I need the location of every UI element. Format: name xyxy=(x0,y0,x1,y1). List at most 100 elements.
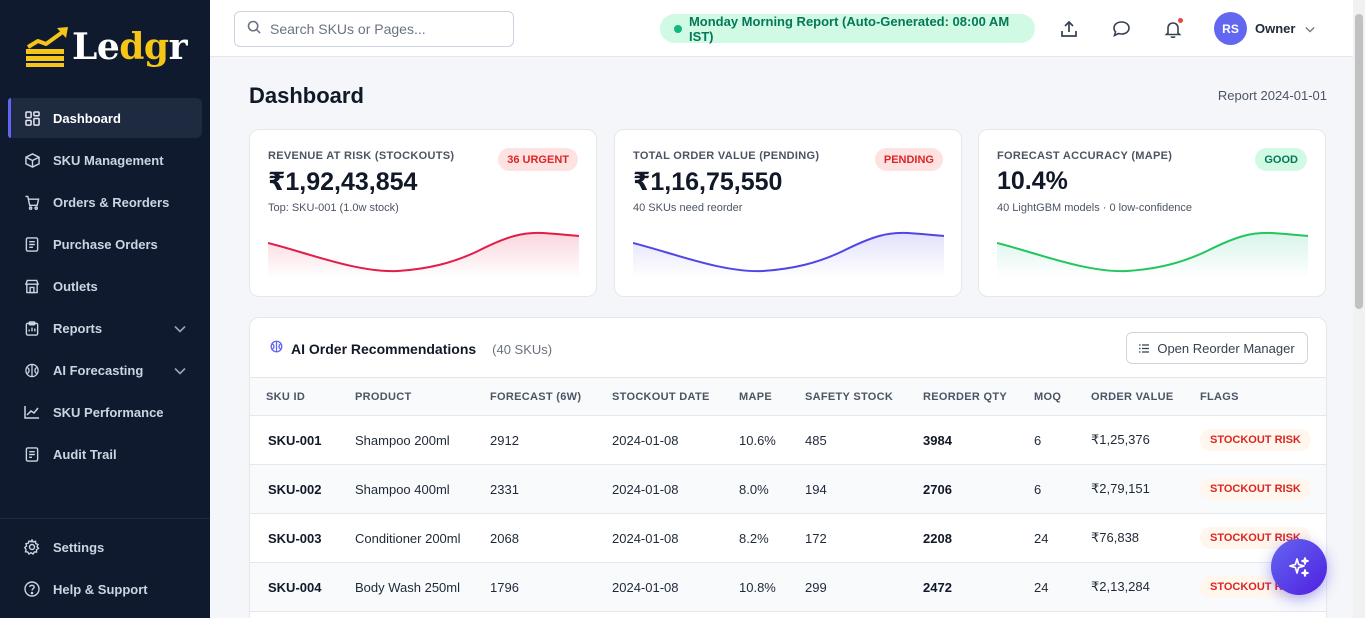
sparkline-line xyxy=(997,231,1308,273)
stockout-date: 2024-01-08 xyxy=(612,530,679,546)
sidebar-item-label: SKU Management xyxy=(53,152,164,168)
chat-button[interactable] xyxy=(1110,18,1132,40)
ai-assistant-button[interactable] xyxy=(1271,539,1327,595)
kpi-label: TOTAL ORDER VALUE (PENDING) xyxy=(633,150,820,162)
trend-icon xyxy=(24,404,40,420)
sidebar-item-reports[interactable]: Reports xyxy=(8,308,202,348)
table-row[interactable]: SKU-001 Shampoo 200ml 2912 2024-01-08 10… xyxy=(250,416,1326,465)
forecast-value: 2912 xyxy=(490,432,519,448)
sku-id: SKU-001 xyxy=(268,432,322,448)
product-name: Conditioner 200ml xyxy=(355,530,461,546)
sidebar-item-purchase-orders[interactable]: Purchase Orders xyxy=(8,224,202,264)
sidebar-item-settings[interactable]: Settings xyxy=(8,527,202,567)
ai-brain-icon xyxy=(270,340,283,358)
kpi-card-forecast-accuracy: FORECAST ACCURACY (MAPE) GOOD 10.4% 40 L… xyxy=(978,129,1326,297)
table-row[interactable]: SKU-002 Shampoo 400ml 2331 2024-01-08 8.… xyxy=(250,464,1326,514)
product-name: Body Wash 250ml xyxy=(355,579,461,595)
column-header[interactable]: SKU ID xyxy=(266,390,306,403)
flags-cell: STOCKOUT RISK xyxy=(1184,416,1326,465)
scrollbar-thumb[interactable] xyxy=(1355,14,1363,309)
safety-stock: 194 xyxy=(805,481,827,497)
forecast-value: 2068 xyxy=(490,530,519,546)
kpi-label: REVENUE AT RISK (STOCKOUTS) xyxy=(268,150,455,162)
kpi-label: FORECAST ACCURACY (MAPE) xyxy=(997,150,1173,162)
product-name: Shampoo 200ml xyxy=(355,432,450,448)
order-value: ₹1,25,376 xyxy=(1091,432,1150,447)
audit-icon xyxy=(24,446,40,462)
sidebar-item-label: Audit Trail xyxy=(53,446,117,462)
recommendations-table: SKU ID PRODUCT FORECAST (6W) STOCKOUT DA… xyxy=(250,377,1326,612)
search-input[interactable] xyxy=(270,21,500,37)
column-header[interactable]: ORDER VALUE xyxy=(1091,390,1174,403)
sidebar-item-outlets[interactable]: Outlets xyxy=(8,266,202,306)
sidebar-item-audit-trail[interactable]: Audit Trail xyxy=(8,434,202,474)
table-row[interactable]: SKU-004 Body Wash 250ml 1796 2024-01-08 … xyxy=(250,562,1326,612)
safety-stock: 172 xyxy=(805,530,827,546)
topbar: Monday Morning Report (Auto-Generated: 0… xyxy=(210,0,1353,57)
card-title: AI Order Recommendations xyxy=(291,341,477,357)
report-date: Report 2024-01-01 xyxy=(1217,88,1327,103)
column-header[interactable]: FORECAST (6W) xyxy=(490,390,582,403)
chevron-down-icon[interactable] xyxy=(174,363,186,378)
stockout-risk-badge: STOCKOUT RISK xyxy=(1200,429,1311,451)
notification-dot xyxy=(1178,18,1183,23)
open-reorder-manager-button[interactable]: Open Reorder Manager xyxy=(1126,332,1308,364)
kpi-subtext: Top: SKU-001 (1.0w stock) xyxy=(268,202,399,214)
moq-value: 24 xyxy=(1034,579,1049,595)
table-row[interactable]: SKU-003 Conditioner 200ml 2068 2024-01-0… xyxy=(250,514,1326,563)
reorder-qty: 2208 xyxy=(923,530,952,546)
safety-stock: 299 xyxy=(805,579,827,595)
column-header[interactable]: FLAGS xyxy=(1200,390,1239,403)
sidebar-item-label: Outlets xyxy=(53,278,98,294)
upload-icon xyxy=(1061,20,1077,37)
forecast-value: 1796 xyxy=(490,579,519,595)
sku-id: SKU-003 xyxy=(268,530,322,546)
brand-logo[interactable]: Ledgr xyxy=(26,26,188,68)
sku-id: SKU-002 xyxy=(268,481,322,497)
status-dot-icon xyxy=(674,24,682,33)
stockout-date: 2024-01-08 xyxy=(612,432,679,448)
sparkline-chart xyxy=(997,231,1308,278)
sidebar-bottom: Settings Help & Support xyxy=(0,518,210,611)
dashboard-icon xyxy=(24,110,40,126)
notifications-button[interactable] xyxy=(1162,18,1184,40)
sidebar-item-orders-reorders[interactable]: Orders & Reorders xyxy=(8,182,202,222)
sidebar-item-help-support[interactable]: Help & Support xyxy=(8,569,202,609)
column-header[interactable]: SAFETY STOCK xyxy=(805,390,894,403)
brand-name: Ledgr xyxy=(72,26,188,68)
sidebar-item-sku-management[interactable]: SKU Management xyxy=(8,140,202,180)
product-name: Shampoo 400ml xyxy=(355,481,450,497)
mape-value: 8.0% xyxy=(739,481,769,497)
sidebar: Ledgr Dashboard SKU Management Orders & … xyxy=(0,0,210,618)
column-header[interactable]: PRODUCT xyxy=(355,390,412,403)
sparkline-line xyxy=(633,231,944,273)
column-header[interactable]: STOCKOUT DATE xyxy=(612,390,710,403)
sidebar-item-sku-performance[interactable]: SKU Performance xyxy=(8,392,202,432)
column-header[interactable]: MOQ xyxy=(1034,390,1062,403)
search-box[interactable] xyxy=(234,11,514,47)
sidebar-item-label: Reports xyxy=(53,320,103,336)
ai-order-recommendations-card: AI Order Recommendations (40 SKUs) Open … xyxy=(249,317,1327,618)
sidebar-nav: Dashboard SKU Management Orders & Reorde… xyxy=(8,98,202,476)
upload-button[interactable] xyxy=(1058,18,1080,40)
chart-logo-icon xyxy=(26,27,68,67)
avatar: RS xyxy=(1214,12,1247,45)
page-scrollbar[interactable] xyxy=(1353,0,1365,618)
gear-icon xyxy=(24,539,40,555)
sidebar-item-label: Settings xyxy=(53,539,105,555)
sku-id: SKU-004 xyxy=(268,579,322,595)
moq-value: 6 xyxy=(1034,432,1042,448)
column-header[interactable]: MAPE xyxy=(739,390,772,403)
column-header[interactable]: REORDER QTY xyxy=(923,390,1007,403)
chevron-down-icon xyxy=(1305,20,1316,38)
sidebar-item-ai-forecasting[interactable]: AI Forecasting xyxy=(8,350,202,390)
sidebar-item-label: Purchase Orders xyxy=(53,236,158,252)
report-status-text: Monday Morning Report (Auto-Generated: 0… xyxy=(688,13,1010,44)
user-menu[interactable]: RS Owner xyxy=(1214,12,1316,45)
order-value: ₹2,79,151 xyxy=(1091,481,1150,496)
chevron-down-icon[interactable] xyxy=(174,321,186,336)
reorder-qty: 2706 xyxy=(923,481,952,497)
cart-icon xyxy=(24,194,40,210)
sidebar-item-dashboard[interactable]: Dashboard xyxy=(8,98,202,138)
sparkline-line xyxy=(268,231,579,273)
